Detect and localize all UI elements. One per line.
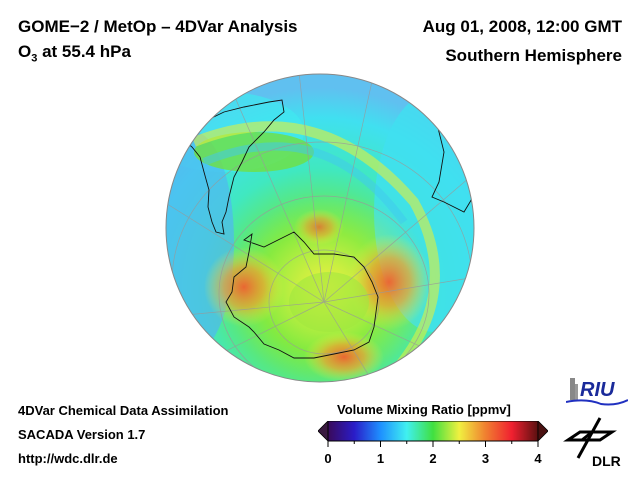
species-label: O3 at 55.4 hPa: [18, 42, 131, 64]
globe-outline: [165, 73, 475, 383]
riu-wave-icon: [566, 399, 628, 406]
dlr-emblem-icon: [563, 417, 617, 459]
ozone-max-south: [304, 332, 384, 382]
dlr-logo: DLR: [563, 417, 621, 469]
chart-title: GOME−2 / MetOp – 4DVar Analysis: [18, 17, 298, 36]
species-subscript: 3: [31, 52, 38, 65]
footer-line-1: 4DVar Chemical Data Assimilation: [18, 403, 229, 418]
footer-line-2: SACADA Version 1.7: [18, 427, 146, 442]
south-america: [171, 99, 285, 235]
antarctica: [225, 231, 379, 359]
footer-url: http://wdc.dlr.de: [18, 451, 118, 466]
globe-map: [165, 73, 475, 383]
colorbar-tick-label: 3: [481, 451, 490, 466]
colorbar-tick-label: 4: [534, 451, 542, 466]
region-label: Southern Hemisphere: [445, 46, 622, 65]
colorbar-tick-label: 2: [429, 451, 437, 466]
colorbar-low-arrow: [318, 421, 329, 442]
species-suffix: at 55.4 hPa: [37, 42, 131, 61]
colorbar-high-arrow: [537, 421, 548, 442]
dlr-text: DLR: [592, 453, 621, 469]
colorbar-gradient: [327, 421, 539, 442]
colorbar-tick-label: 0: [324, 451, 332, 466]
ozone-max-west: [204, 247, 284, 327]
colorbar: [318, 421, 548, 447]
date-label: Aug 01, 2008, 12:00 GMT: [422, 17, 622, 36]
colorbar-title: Volume Mixing Ratio [ppmv]: [337, 402, 511, 417]
colorbar-tick-label: 1: [376, 451, 385, 466]
riu-tower-icon: [570, 378, 575, 400]
riu-logo: RIU: [566, 378, 628, 406]
riu-text: RIU: [580, 379, 615, 401]
species-prefix: O: [18, 42, 32, 61]
